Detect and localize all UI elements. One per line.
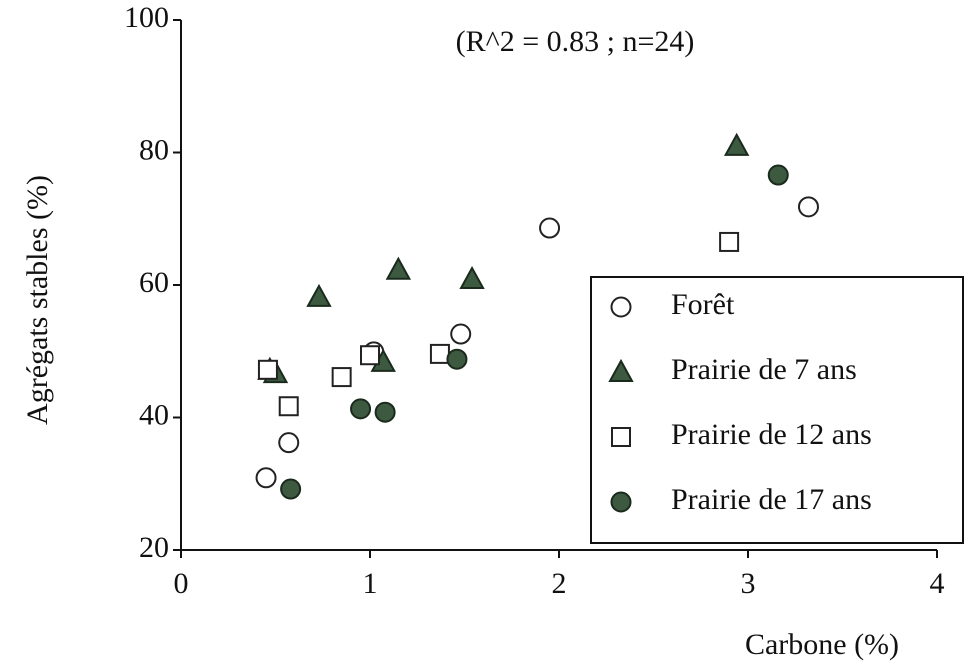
point (385, 256, 412, 280)
point (374, 401, 396, 423)
legend-marker (611, 427, 631, 447)
legend-box (590, 276, 964, 544)
point (723, 132, 750, 156)
x-tick-label: 1 (363, 567, 378, 600)
x-tick-label: 0 (174, 567, 189, 600)
point (306, 283, 332, 307)
legend-label: Prairie de 7 ans (671, 353, 857, 386)
legend-label: Prairie de 12 ans (671, 418, 872, 451)
point (767, 164, 789, 186)
legend-marker (610, 296, 632, 318)
point (429, 343, 450, 364)
point (255, 467, 277, 489)
y-tick-label: 80 (139, 133, 169, 166)
annotation: (R^2 = 0.83 ; n=24) (456, 25, 695, 58)
point (350, 398, 372, 420)
y-tick-label: 60 (139, 266, 169, 299)
legend-marker (608, 358, 634, 382)
point (719, 231, 740, 252)
point (278, 396, 299, 417)
y-axis-label: Agrégats stables (%) (21, 175, 54, 425)
point (539, 217, 561, 239)
point (280, 478, 302, 500)
legend-marker (610, 491, 632, 513)
point (257, 359, 278, 380)
x-tick-label: 3 (741, 567, 756, 600)
x-tick-label: 4 (930, 567, 945, 600)
point (446, 348, 468, 370)
point (459, 265, 485, 290)
x-axis-label: Carbone (%) (745, 628, 899, 661)
y-tick-label: 40 (139, 398, 169, 431)
y-tick-label: 20 (139, 531, 169, 564)
point (360, 345, 380, 366)
point (797, 196, 819, 218)
point (331, 367, 352, 388)
x-tick-label: 2 (552, 567, 567, 600)
point (278, 432, 300, 454)
legend-label: Forêt (671, 288, 735, 321)
y-tick-label: 100 (124, 1, 169, 34)
point (450, 323, 472, 345)
legend-label: Prairie de 17 ans (671, 483, 872, 516)
